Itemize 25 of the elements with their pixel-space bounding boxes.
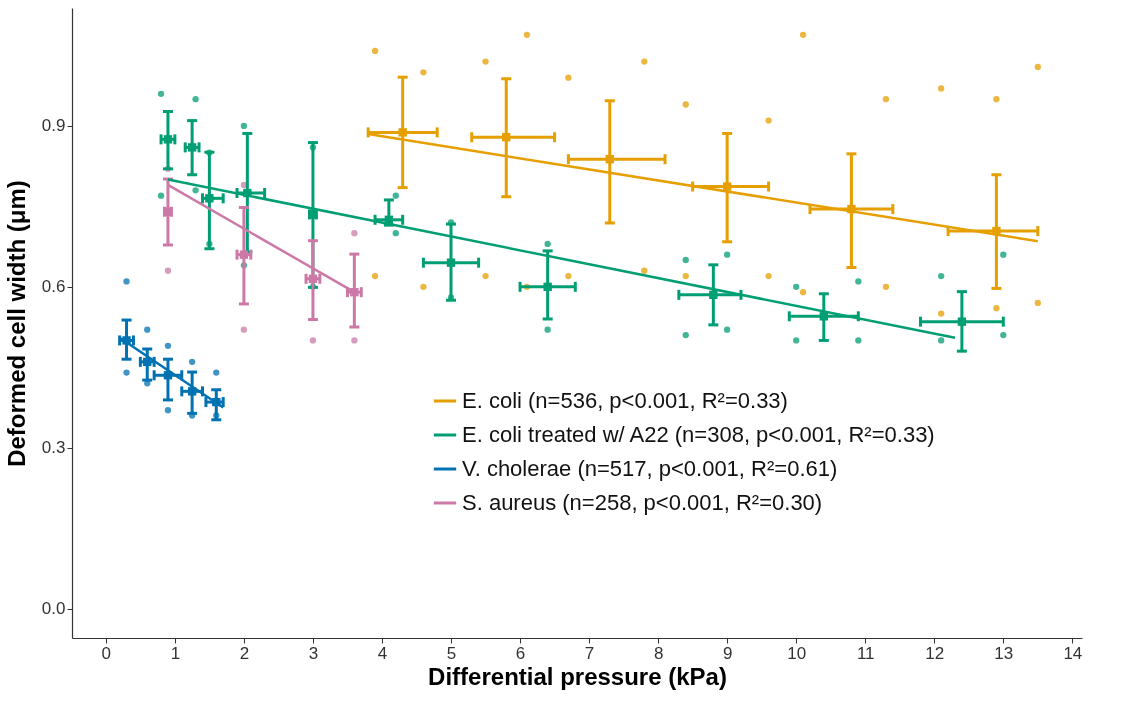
- x-tick-label: 0: [101, 643, 112, 663]
- x-tick-label: 8: [653, 643, 664, 663]
- x-tick-label: 4: [377, 643, 388, 663]
- x-tick-label: 11: [856, 643, 875, 663]
- y-tick-label: 0.0: [41, 599, 66, 619]
- x-tick-label: 10: [787, 643, 807, 663]
- x-tick-label: 9: [722, 643, 733, 663]
- x-tick-label: 6: [515, 643, 526, 663]
- x-tick-label: 7: [584, 643, 595, 663]
- legend-label: V. cholerae (n=517, p<0.001, R²=0.61): [462, 456, 838, 481]
- y-tick-label: 0.6: [41, 277, 66, 297]
- x-tick-label: 3: [308, 643, 319, 663]
- legend-label: S. aureus (n=258, p<0.001, R²=0.30): [462, 490, 823, 515]
- x-tick-label: 13: [994, 643, 1014, 663]
- y-tick-label: 0.3: [41, 438, 66, 458]
- x-tick-label: 14: [1063, 643, 1083, 663]
- x-axis-title: Differential pressure (kPa): [428, 662, 727, 690]
- x-tick-label: 1: [170, 643, 181, 663]
- y-axis-title: Deformed cell width (μm): [2, 180, 30, 467]
- y-tick-label: 0.9: [41, 116, 66, 136]
- x-tick-label: 12: [925, 643, 945, 663]
- x-tick-label: 5: [446, 643, 457, 663]
- x-tick-label: 2: [239, 643, 250, 663]
- legend-label: E. coli treated w/ A22 (n=308, p<0.001, R²=0.33): [462, 422, 935, 447]
- legend-label: E. coli (n=536, p<0.001, R²=0.33): [462, 388, 788, 413]
